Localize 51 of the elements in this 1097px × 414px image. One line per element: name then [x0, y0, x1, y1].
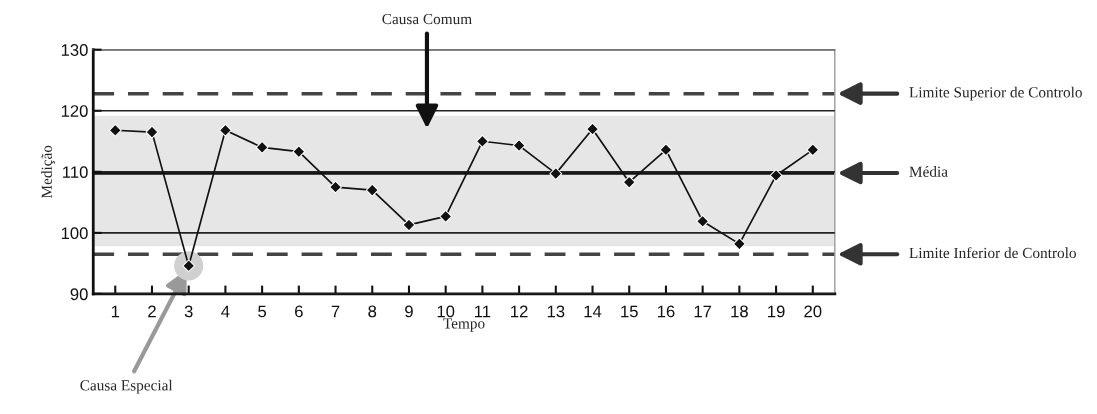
point [732, 237, 746, 251]
x-tick-label: 11 [475, 305, 491, 318]
x-tick-label: 10 [437, 305, 455, 318]
x-tick-label: 20 [804, 305, 822, 318]
y-tick-label: 100 [61, 227, 88, 240]
x-tick-label: 18 [731, 305, 748, 318]
point [108, 123, 122, 137]
point [145, 125, 159, 139]
point [549, 167, 563, 181]
point [512, 139, 526, 152]
y-tick-label: 130 [61, 44, 88, 56]
x-tick-label: 8 [368, 305, 377, 318]
x-tick-label: 6 [295, 305, 303, 318]
x-tick-label: 5 [258, 305, 267, 318]
x-tick-label: 13 [547, 305, 565, 318]
x-tick-label: 7 [331, 305, 340, 318]
point [586, 122, 599, 136]
point [255, 140, 269, 154]
x-tick-label: 2 [148, 305, 156, 318]
point [622, 175, 636, 189]
point [329, 180, 342, 194]
ref-line-label: Limite Inferior de Controlo [909, 247, 1076, 259]
x-tick-label: 3 [184, 305, 193, 318]
x-tick-label: 14 [584, 305, 602, 318]
y-tick-label: 90 [70, 288, 88, 301]
point [402, 218, 416, 232]
point [439, 209, 453, 223]
x-tick-label: 12 [511, 305, 528, 318]
y-axis-title: Medição [41, 145, 56, 199]
x-tick-label: 4 [221, 305, 230, 318]
x-axis-title: Tempo [443, 318, 485, 332]
point [365, 183, 379, 197]
point [806, 143, 820, 157]
x-tick-label: 1 [111, 305, 120, 318]
y-tick-label: 110 [63, 166, 88, 179]
point [218, 123, 232, 137]
annotation: Causa Especial [80, 379, 173, 394]
band-label: Causa Comum [382, 13, 472, 25]
point [475, 134, 489, 148]
ref-line-label: Limite Superior de Controlo [909, 86, 1082, 101]
x-tick-label: 9 [405, 305, 413, 318]
x-tick-label: 15 [621, 305, 638, 318]
point [769, 169, 783, 182]
ref-line-label: Média [909, 166, 948, 177]
x-tick-label: 17 [694, 305, 712, 318]
x-tick-label: 16 [657, 305, 675, 318]
point [696, 214, 710, 228]
x-tick-label: 19 [768, 305, 785, 318]
point [659, 143, 673, 157]
y-tick-label: 120 [61, 105, 88, 117]
point [292, 145, 306, 159]
